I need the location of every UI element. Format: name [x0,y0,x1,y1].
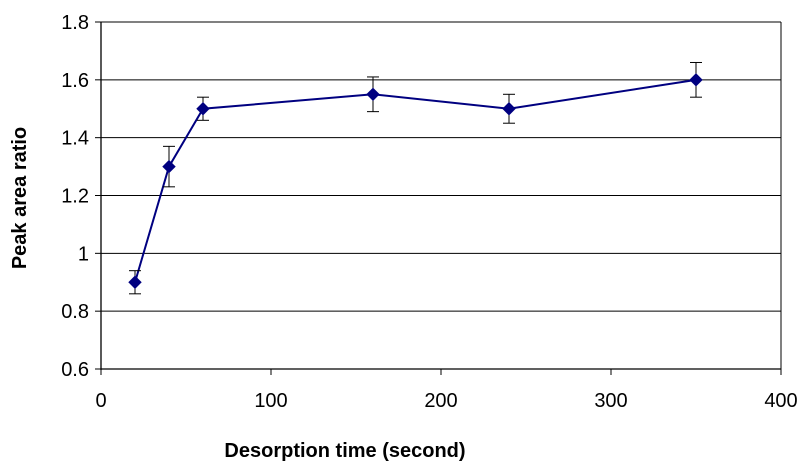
y-tick-label-4: 1.4 [61,128,89,150]
data-point-4 [502,102,516,116]
x-tick-label-1: 100 [254,390,287,412]
y-axis-title: Peak area ratio [9,127,31,269]
x-axis-title: Desorption time (second) [224,440,465,462]
y-tick-label-6: 1.8 [61,12,89,34]
x-tick-label-0: 0 [95,390,106,412]
data-point-5 [689,73,703,87]
x-tick-label-4: 400 [764,390,797,412]
y-tick-label-1: 0.8 [61,301,89,323]
axes [95,21,782,375]
data-point-1 [162,159,176,174]
y-tick-label-0: 0.6 [61,359,89,381]
grid-lines [101,21,781,312]
series-line-0 [134,78,697,283]
y-tick-label-3: 1.2 [61,186,89,208]
x-tick-label-2: 200 [424,390,457,412]
data-point-0 [128,275,142,289]
y-tick-label-5: 1.6 [61,70,89,92]
data-series [128,61,703,295]
y-tick-label-2: 1 [78,243,89,265]
data-point-3 [366,87,380,101]
data-point-2 [196,102,210,116]
x-tick-label-3: 300 [594,390,627,412]
tick-labels: 0.6 0.8 1 1.2 1.4 1.6 1.8 0 100 200 300 400 [61,12,798,412]
